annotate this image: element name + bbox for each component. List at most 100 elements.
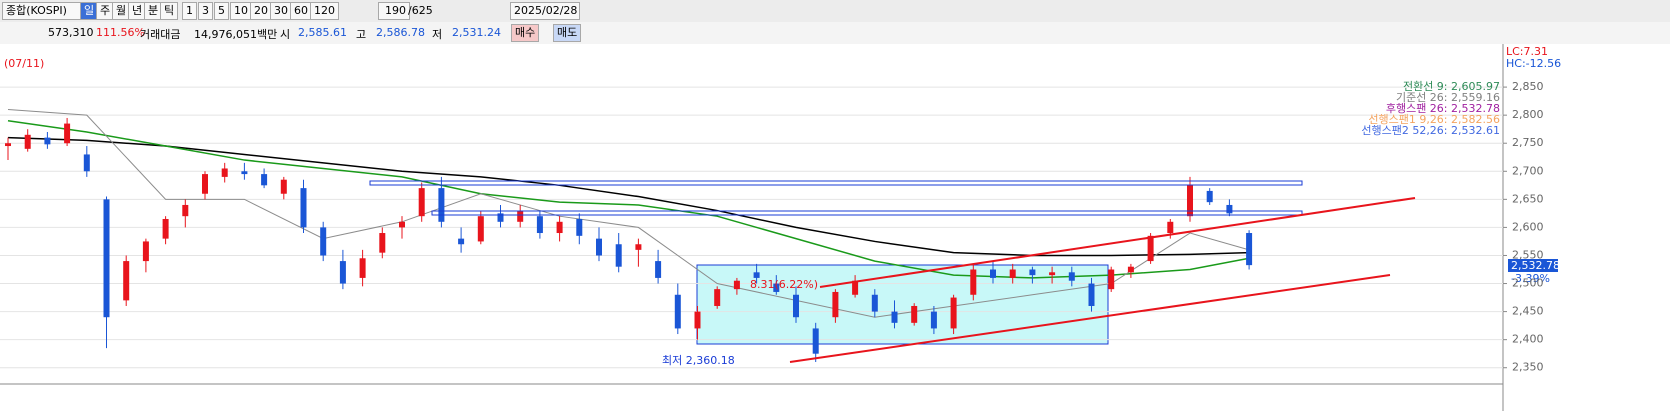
candle-body [1088, 283, 1095, 306]
candle-body [359, 258, 366, 278]
period-button[interactable]: 년 [128, 2, 147, 20]
period-button[interactable]: 60 [290, 2, 312, 20]
candle-body [911, 305, 918, 323]
y-tick-label: 2,350 [1512, 361, 1544, 374]
trend-line [819, 197, 1416, 288]
candle-body [1167, 221, 1174, 234]
marks [5, 109, 1253, 363]
count-box[interactable]: 190 [378, 2, 410, 20]
lc-label: LC:7.31 [1506, 45, 1548, 58]
candle-body [1187, 185, 1193, 217]
candle-body [950, 297, 957, 329]
high-label: 고 [356, 28, 367, 41]
period-button[interactable]: 틱 [160, 2, 179, 20]
candle-body [182, 204, 189, 217]
y-tick-label: 2,500 [1512, 277, 1544, 290]
candle-body [458, 238, 465, 245]
amount-label: 거래대금 [140, 28, 181, 41]
change-annotation: 8.31(6.22%) [750, 278, 818, 291]
candle-body [714, 289, 721, 306]
candle-body [556, 221, 563, 234]
high: 2,586.78 [376, 26, 425, 39]
candle-body [320, 227, 327, 256]
candle-body [1246, 233, 1253, 266]
candle-body [970, 269, 977, 295]
low-annotation: 최저 2,360.18 [662, 354, 735, 367]
y-tick-label: 2,750 [1512, 136, 1544, 149]
y-tick-label: 2,600 [1512, 220, 1544, 233]
trend-line [789, 274, 1391, 363]
legend-entry: 선행스팬1 9,26: 2,582.56 [1368, 113, 1500, 126]
y-tick-label: 2,700 [1512, 164, 1544, 177]
candle-body [379, 233, 386, 253]
candle-body [793, 294, 799, 318]
y-tick-label: 2,850 [1512, 80, 1544, 93]
candle-body [64, 123, 71, 144]
y-tick-label: 2,400 [1512, 333, 1544, 346]
legend-entry: 후행스팬 26: 2,532.78 [1386, 102, 1500, 115]
candle-body [990, 269, 996, 278]
chart: (07/11) LC:7.31 HC:-12.56 8.31(6.22%) 최저… [0, 44, 1670, 411]
candle-body [655, 261, 662, 278]
period-button[interactable]: 3 [198, 2, 213, 20]
candle-body [852, 280, 859, 295]
date-box[interactable]: 2025/02/28 [510, 2, 580, 20]
candle-body [733, 280, 740, 290]
legend-entry: 선행스팬2 52,26: 2,532.61 [1361, 124, 1500, 137]
candle-body [280, 179, 287, 194]
volume: 573,310 [48, 26, 94, 39]
candle-body [261, 174, 268, 186]
period-button[interactable]: 120 [310, 2, 339, 20]
low-label: 저 [432, 28, 443, 41]
candle-body [635, 244, 642, 250]
period-button[interactable]: 1 [182, 2, 197, 20]
period-button[interactable]: 20 [250, 2, 272, 20]
info-bar: 573,310 111.56% 거래대금 14,976,051백만 시 2,58… [0, 22, 1670, 45]
y-tick-label: 2,650 [1512, 192, 1544, 205]
y-tick-label: 2,450 [1512, 305, 1544, 318]
symbol-box[interactable]: 종합(KOSPI) [2, 2, 82, 20]
amount: 14,976,051백만 [194, 28, 278, 41]
candle-body [24, 134, 31, 149]
candle-body [123, 261, 130, 301]
candle-body [1068, 272, 1075, 281]
legend-entry: 기준선 26: 2,559.16 [1396, 91, 1500, 104]
hc-label: HC:-12.56 [1506, 57, 1561, 70]
buy-button[interactable]: 매수 [511, 24, 540, 42]
period-button[interactable]: 5 [214, 2, 229, 20]
candle-body [399, 221, 405, 228]
period-button[interactable]: 10 [230, 2, 252, 20]
candle-body [536, 216, 543, 234]
indicator-line [7, 120, 1250, 279]
candle-body [615, 244, 622, 267]
candle-body [576, 218, 583, 236]
candle-body [517, 210, 524, 222]
period-button[interactable]: 30 [270, 2, 292, 20]
candle-body [871, 294, 878, 312]
candle-body [773, 283, 780, 292]
candle-body [1108, 269, 1115, 290]
candle-body [5, 143, 11, 147]
candle-body [596, 238, 602, 256]
candle-body [202, 174, 208, 194]
candle-body [1049, 272, 1056, 276]
y-tick-label: 2,550 [1512, 248, 1544, 261]
resistance-box [369, 180, 1303, 186]
y-tick-label: 2,800 [1512, 108, 1544, 121]
candle-body [1029, 269, 1036, 276]
indicator-line [7, 109, 1250, 318]
low: 2,531.24 [452, 26, 501, 39]
candle-body [418, 188, 425, 217]
open: 2,585.61 [298, 26, 347, 39]
total-count: /625 [408, 4, 433, 17]
sell-button[interactable]: 매도 [553, 24, 582, 42]
candle-body [891, 311, 898, 323]
candle-body [674, 294, 681, 329]
candle-body [694, 311, 701, 329]
indicator-line [7, 136, 1250, 257]
candle-body [438, 188, 445, 222]
candle-body [83, 154, 90, 172]
candle-body [103, 199, 110, 318]
candle-body [339, 261, 346, 284]
